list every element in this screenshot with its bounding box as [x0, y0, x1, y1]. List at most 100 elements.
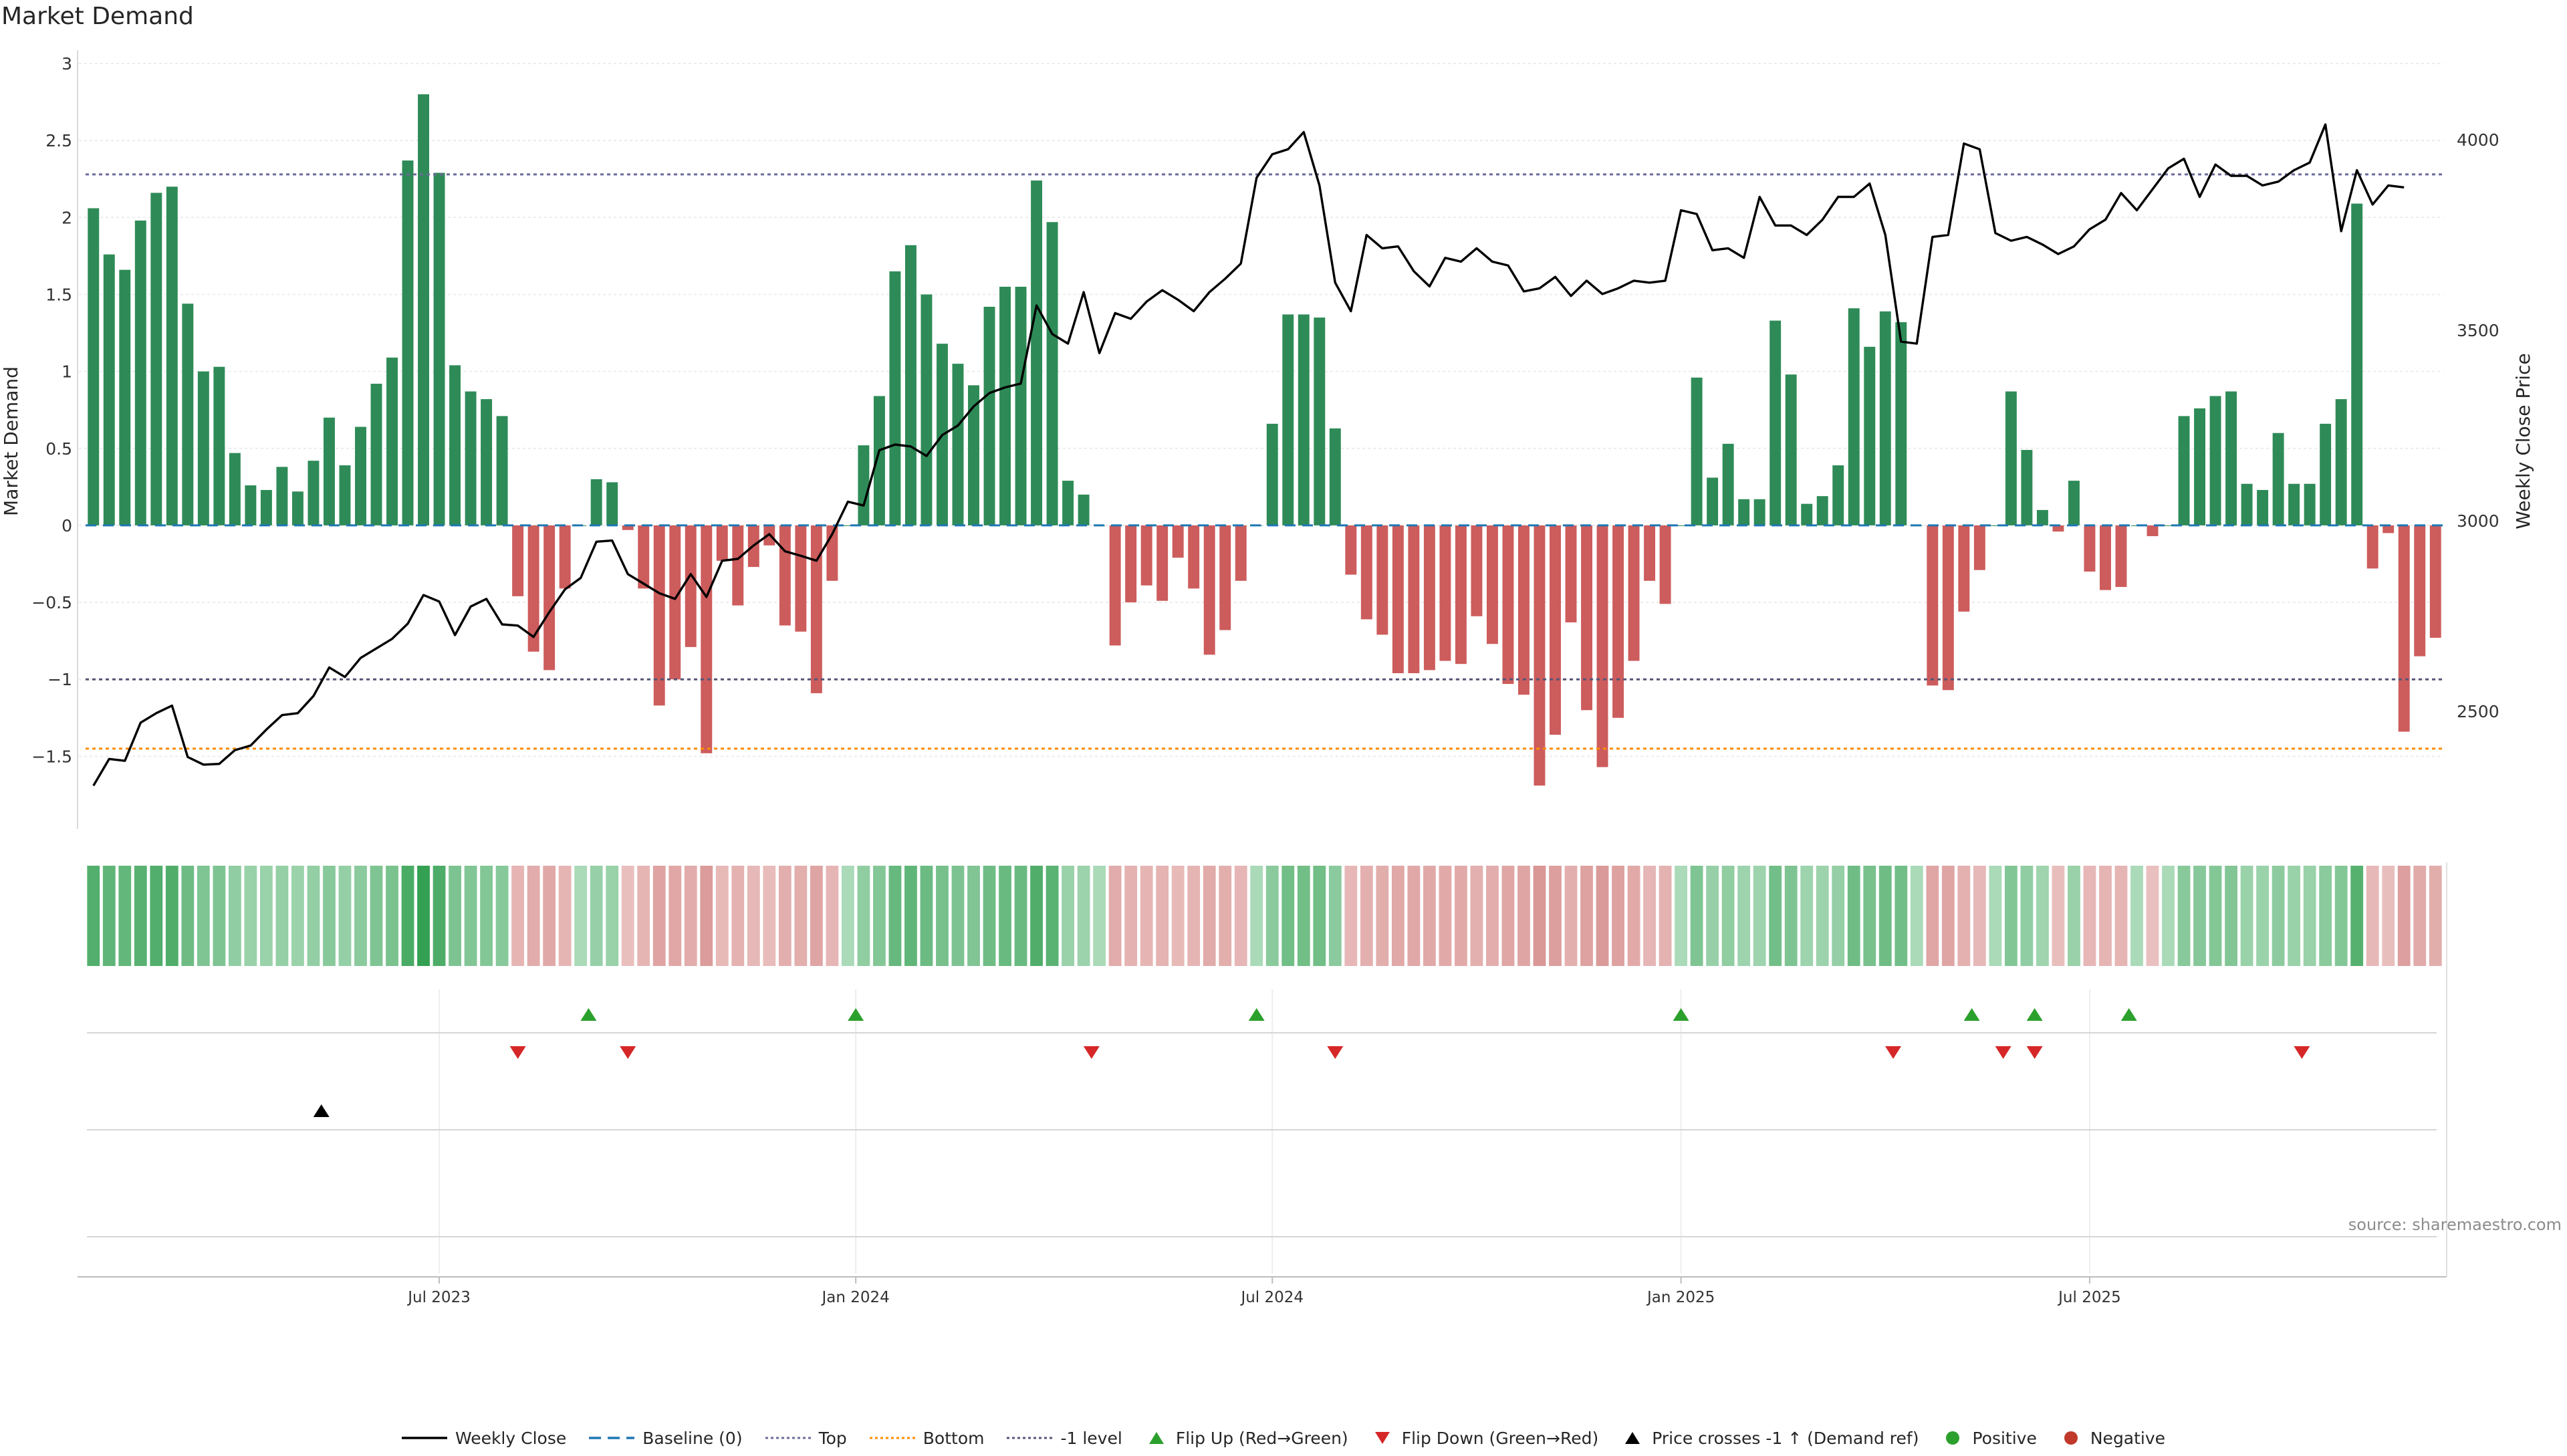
heatstrip-cell	[1706, 866, 1719, 966]
flip-up-marker	[848, 1008, 864, 1021]
demand-bar	[182, 304, 194, 525]
heatstrip-cell	[495, 866, 509, 966]
demand-bar	[590, 479, 602, 525]
demand-bar	[2320, 423, 2332, 525]
heatstrip-cell	[1455, 866, 1467, 966]
demand-bar	[858, 445, 870, 525]
heatstrip-cell	[1784, 866, 1798, 966]
heatstrip-cell	[668, 866, 682, 966]
heatstrip-cell	[2162, 866, 2175, 966]
demand-bar	[1550, 525, 1561, 735]
heatstrip-cell	[2272, 866, 2285, 966]
y-tick-label: 2	[62, 208, 72, 227]
legend-item-flip-down: Flip Down (Green→Red)	[1371, 1429, 1598, 1448]
demand-bar	[2272, 433, 2284, 525]
x-tick-label: Jul 2024	[1239, 1289, 1304, 1306]
axes: 3 2.5 2 1.5 1 0.5 0 −0.5 −1 −1.5 4000 3500 3000 2500 J…	[0, 50, 2534, 1306]
heatstrip-cell	[2225, 866, 2237, 966]
demand-bar	[1942, 525, 1954, 691]
heatstrip-cell	[259, 866, 273, 966]
heatstrip-cell	[715, 866, 729, 966]
demand-bar	[88, 208, 100, 525]
demand-bar	[2178, 416, 2190, 525]
price-cross-marker	[313, 1104, 330, 1117]
heatstrip-cell	[1124, 866, 1138, 966]
heatstrip-cell	[590, 866, 603, 966]
heatstrip-cell	[2397, 866, 2411, 966]
demand-bar	[1329, 428, 1341, 525]
demand-bar	[496, 416, 508, 525]
demand-bars	[88, 94, 2441, 786]
heatstrip-cell	[1391, 866, 1404, 966]
heatstrip-cell	[150, 866, 163, 966]
heatstrip-cell	[1989, 866, 2002, 966]
flip-down-marker	[620, 1046, 636, 1059]
heatstrip-cell	[2004, 866, 2018, 966]
heatstrip-cell	[2193, 866, 2206, 966]
heatstrip-cell	[606, 866, 619, 966]
heatstrip-cell	[1863, 866, 1876, 966]
heatstrip-cell	[1847, 866, 1860, 966]
demand-bar	[2084, 525, 2096, 572]
demand-bar	[810, 525, 822, 693]
demand-bar	[1235, 525, 1247, 581]
demand-bar	[1879, 311, 1891, 525]
demand-bar	[2429, 525, 2441, 638]
demand-bar	[2382, 525, 2395, 533]
demand-bar	[1345, 525, 1357, 575]
heatstrip-cell	[794, 866, 808, 966]
line-dotted-gray-icon	[1007, 1437, 1053, 1439]
demand-bar	[669, 525, 681, 680]
demand-bar	[1439, 525, 1451, 661]
demand-bar	[889, 271, 901, 525]
heatstrip-cell	[323, 866, 336, 966]
heatstrip-cell	[558, 866, 572, 966]
demand-bar	[1282, 314, 1294, 525]
heatstrip-cell	[2083, 866, 2096, 966]
demand-bar	[370, 384, 382, 525]
demand-bar	[1753, 499, 1765, 525]
demand-bar	[1062, 481, 1074, 525]
legend: Weekly Close Baseline (0) Top Bottom -1 …	[0, 1420, 2567, 1456]
demand-bar	[1675, 525, 1687, 526]
y2-tick-label: 4000	[2457, 130, 2499, 150]
demand-bar	[2366, 525, 2378, 569]
heatstrip-cell	[778, 866, 791, 966]
heatstrip-cell	[1690, 866, 1703, 966]
x-tick-label: Jan 2025	[1646, 1289, 1715, 1306]
heatstrip-cell	[102, 866, 116, 966]
heatstrip-cell	[747, 866, 760, 966]
y2-tick-label: 2500	[2457, 702, 2499, 721]
demand-bar	[606, 482, 618, 525]
heatstrip-cell	[1832, 866, 1845, 966]
demand-bar	[2398, 525, 2410, 732]
y2-tick-label: 3000	[2457, 511, 2499, 531]
demand-bar	[276, 467, 288, 525]
flip-down-marker	[509, 1046, 526, 1059]
heatstrip-cell	[1926, 866, 1939, 966]
legend-item-baseline: Baseline (0)	[589, 1429, 743, 1448]
flip-up-marker	[2120, 1008, 2137, 1021]
heatstrip-cell	[1171, 866, 1185, 966]
demand-bar	[465, 391, 477, 525]
demand-bar	[653, 525, 665, 706]
demand-bar	[1832, 465, 1844, 525]
demand-bar	[1015, 286, 1027, 525]
demand-bar	[1140, 525, 1152, 586]
heatstrip-cell	[2256, 866, 2270, 966]
heatstrip-cell	[920, 866, 933, 966]
reference-lines	[86, 173, 2443, 750]
heatstrip-cell	[731, 866, 745, 966]
heatstrip-cell	[275, 866, 289, 966]
flip-up-marker	[2026, 1008, 2043, 1021]
heatstrip-cell	[1470, 866, 1483, 966]
heatstrip-cell	[1203, 866, 1216, 966]
demand-bar	[2068, 481, 2080, 525]
flip-down-marker	[2294, 1046, 2310, 1059]
demand-bar	[1109, 525, 1121, 646]
demand-bar	[2257, 489, 2269, 525]
heatstrip-cell	[2146, 866, 2159, 966]
demand-bar	[1266, 423, 1278, 525]
legend-item-minus1: -1 level	[1007, 1429, 1122, 1448]
